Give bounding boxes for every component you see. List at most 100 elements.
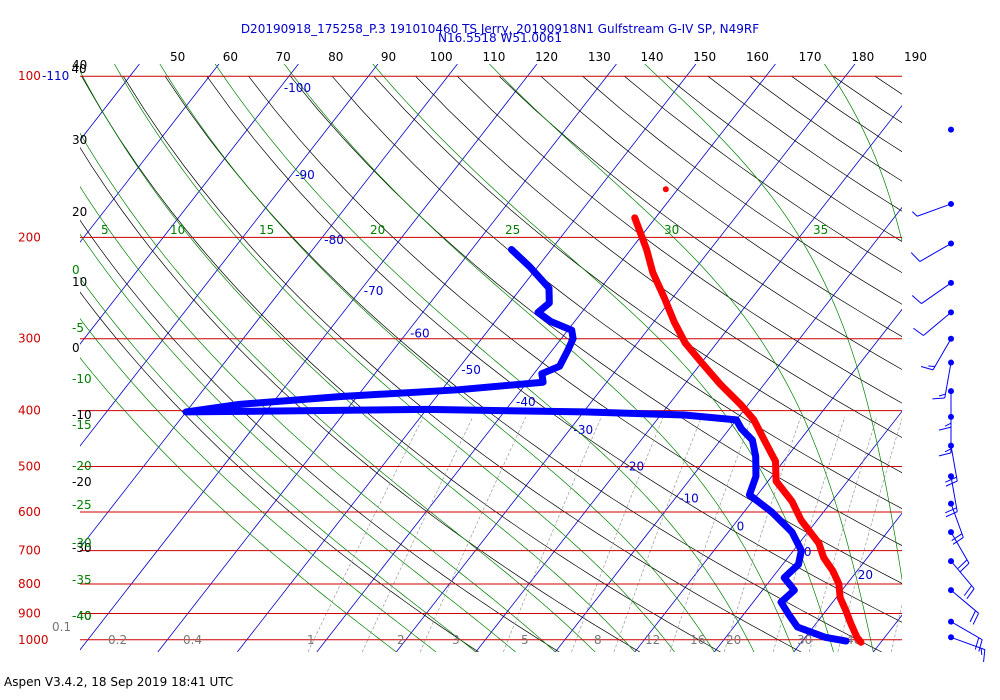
isotherm-label: 20 bbox=[858, 568, 873, 582]
wind-barb-flag bbox=[932, 397, 945, 400]
wind-barb bbox=[948, 529, 970, 573]
dry-adiabat-label: 30 bbox=[72, 133, 87, 147]
moist-adiabat-line bbox=[372, 64, 834, 652]
wind-barb-flag bbox=[945, 511, 958, 518]
wind-barb bbox=[948, 126, 954, 133]
top-axis-label: 120 bbox=[535, 50, 558, 64]
isotherm-line bbox=[80, 64, 379, 447]
dry-adiabat-line bbox=[874, 75, 902, 95]
pressure-label: 800 bbox=[18, 577, 41, 591]
moist-adiabat-line bbox=[80, 357, 397, 652]
wind-barb-shaft bbox=[923, 311, 952, 336]
sounding-profiles bbox=[182, 186, 865, 646]
moist-adiabat-label: 30 bbox=[664, 223, 679, 237]
top-axis-label: 50 bbox=[170, 50, 185, 64]
wind-barb-shaft bbox=[944, 362, 952, 399]
dry-adiabat-line bbox=[206, 75, 902, 623]
isotherm-label: -80 bbox=[324, 233, 344, 247]
mixing-ratio-label: 3 bbox=[452, 633, 460, 647]
moist-adiabat-line bbox=[80, 277, 477, 652]
isotherm-line bbox=[0, 64, 60, 652]
isotherm-label: -40 bbox=[516, 395, 536, 409]
wind-barb-shaft bbox=[950, 636, 985, 651]
isotherm-line bbox=[554, 206, 902, 652]
wind-barb-shaft bbox=[950, 531, 970, 564]
moist-adiabat-line bbox=[159, 64, 715, 652]
software-version-footer: Aspen V3.4.2, 18 Sep 2019 18:41 UTC bbox=[4, 675, 234, 689]
mixing-ratio-label: 30 bbox=[797, 633, 812, 647]
dry-adiabat-line bbox=[457, 75, 902, 404]
wind-barb-flag bbox=[969, 610, 976, 623]
isotherm-label: -50 bbox=[461, 363, 481, 377]
isotherm-line bbox=[953, 64, 1000, 652]
wind-barb-flag bbox=[945, 480, 958, 487]
moist-adiabat-label: -5 bbox=[72, 321, 84, 335]
wind-barb-flag bbox=[974, 637, 980, 650]
dry-adiabat-line bbox=[415, 75, 902, 438]
pressure-label: 300 bbox=[18, 332, 41, 346]
dry-adiabat-label: 20 bbox=[72, 205, 87, 219]
wind-barb-flag bbox=[951, 533, 963, 541]
top-axis-label: 80 bbox=[328, 50, 343, 64]
wind-barb bbox=[945, 442, 958, 487]
isotherm-line bbox=[395, 64, 856, 652]
isotherm-label: -30 bbox=[574, 423, 594, 437]
mixing-ratio-line bbox=[837, 417, 902, 652]
wind-barb-flag bbox=[978, 639, 983, 652]
dry-adiabat-label: -20 bbox=[72, 475, 92, 489]
wind-barb-flag bbox=[938, 426, 952, 431]
wind-barb bbox=[911, 200, 954, 217]
wind-barb-shaft bbox=[950, 476, 958, 512]
top-axis-label: 110 bbox=[482, 50, 505, 64]
moist-adiabat-label: -30 bbox=[72, 536, 92, 550]
moist-adiabat-line bbox=[214, 64, 755, 652]
dry-adiabat-line bbox=[80, 219, 560, 652]
wind-barb-flag bbox=[911, 295, 922, 304]
dry-adiabat-line bbox=[123, 76, 802, 652]
isotherm-line bbox=[236, 64, 697, 652]
isotherm-line bbox=[80, 64, 538, 651]
top-axis-label: 170 bbox=[799, 50, 822, 64]
wind-barb-flag bbox=[980, 648, 983, 655]
moist-adiabat-label: -35 bbox=[72, 573, 92, 587]
mixing-ratio-line bbox=[571, 416, 664, 652]
wind-barb-shaft bbox=[919, 243, 952, 262]
isotherm-label: -90 bbox=[295, 168, 315, 182]
moist-adiabat-line bbox=[283, 64, 795, 652]
wind-barb bbox=[911, 279, 954, 304]
mixing-ratio-label: 0.2 bbox=[108, 633, 127, 647]
wind-barb-shaft bbox=[950, 560, 975, 589]
moist-adiabat-line bbox=[489, 64, 874, 652]
isotherm-line bbox=[713, 410, 902, 652]
pressure-label: 900 bbox=[18, 606, 41, 620]
isotherm-label: 0 bbox=[737, 520, 745, 534]
wind-barb-flag bbox=[913, 327, 924, 336]
wind-barb bbox=[948, 500, 964, 545]
pressure-label: 100 bbox=[18, 69, 41, 83]
wind-barb-flag bbox=[952, 536, 964, 545]
moist-adiabat-label: -10 bbox=[72, 372, 92, 386]
wind-barb-flag bbox=[945, 476, 957, 483]
isotherm-line bbox=[872, 614, 902, 652]
wind-barb-flag bbox=[911, 211, 918, 217]
wind-barb bbox=[932, 359, 954, 400]
wind-barb bbox=[948, 618, 983, 652]
dry-adiabat-line bbox=[164, 76, 882, 652]
wind-barb bbox=[948, 634, 986, 662]
top-axis-label: 190 bbox=[904, 50, 927, 64]
dry-adiabat-label: -30 bbox=[72, 541, 92, 555]
moist-adiabat-line bbox=[114, 64, 675, 652]
wind-barb-shaft bbox=[950, 445, 958, 482]
moist-adiabat-label: 20 bbox=[370, 223, 385, 237]
isotherm-line bbox=[793, 512, 902, 652]
top-axis-label: 100 bbox=[430, 50, 453, 64]
isotherm-label: -70 bbox=[364, 284, 384, 298]
temperature-point bbox=[662, 186, 669, 193]
mixing-ratio-line bbox=[669, 416, 753, 652]
top-axis-label: 40 bbox=[71, 62, 86, 76]
dry-adiabat-line bbox=[917, 76, 1000, 652]
dry-adiabat-line bbox=[373, 75, 902, 474]
moist-adiabat-line bbox=[80, 132, 596, 652]
dry-adiabat-label: 10 bbox=[72, 275, 87, 289]
